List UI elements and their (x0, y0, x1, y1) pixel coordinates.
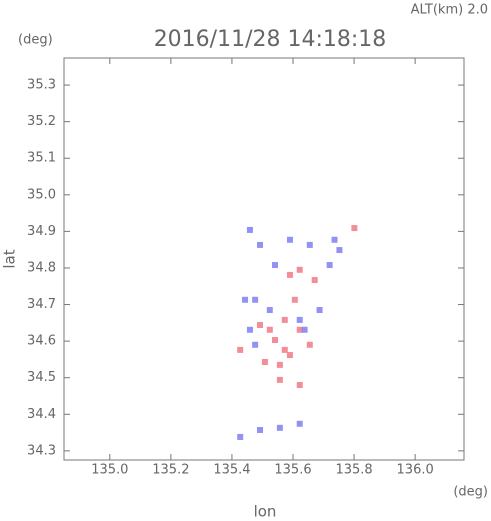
echo-cell (237, 346, 244, 353)
x-tick-label: 135.4 (213, 463, 250, 478)
echo-cell (336, 247, 343, 254)
plot-frame (63, 57, 465, 461)
echo-cell (252, 341, 259, 348)
x-axis-label: lon (254, 503, 277, 521)
y-tick-label: 34.4 (27, 407, 56, 422)
echo-cell (276, 376, 283, 383)
echo-cell (306, 341, 313, 348)
echo-cell (252, 296, 259, 303)
echo-cell (296, 316, 303, 323)
y-tick-label: 34.7 (27, 297, 56, 312)
echo-cell (281, 316, 288, 323)
echo-cell (242, 296, 249, 303)
y-tick-label: 34.9 (27, 224, 56, 239)
echo-cell (296, 326, 303, 333)
x-tick-label: 135.6 (274, 463, 311, 478)
echo-cell (296, 382, 303, 389)
echo-cell (316, 307, 323, 314)
y-tick-label: 34.5 (27, 370, 56, 385)
echo-cell (326, 262, 333, 269)
altitude: ALT(km) 2.0 (411, 3, 488, 18)
echo-cell (351, 225, 358, 232)
echo-cell (296, 266, 303, 273)
echo-cell (301, 326, 308, 333)
x-tick-label: 135.8 (335, 463, 372, 478)
echo-cell (306, 241, 313, 248)
x-unit: (deg) (453, 485, 488, 500)
echo-cell (271, 262, 278, 269)
y-tick-label: 35.1 (27, 151, 56, 166)
echo-cell (257, 241, 264, 248)
echo-cell (311, 277, 318, 284)
y-tick-label: 35.2 (27, 114, 56, 129)
echo-cell (257, 322, 264, 329)
echo-cell (296, 420, 303, 427)
y-tick-label: 35.3 (27, 78, 56, 93)
y-tick-label: 34.8 (27, 260, 56, 275)
echo-cell (286, 271, 293, 278)
echo-cell (266, 307, 273, 314)
echo-cell (257, 427, 264, 434)
echo-cell (276, 424, 283, 431)
y-tick-label: 34.6 (27, 334, 56, 349)
x-tick-label: 135.0 (91, 463, 128, 478)
y-axis-label: lat (1, 249, 19, 268)
y-tick-label: 34.3 (27, 443, 56, 458)
x-tick-label: 135.2 (152, 463, 189, 478)
echo-cell (276, 361, 283, 368)
echo-cell (281, 346, 288, 353)
x-tick-label: 136.0 (397, 463, 434, 478)
echo-cell (237, 433, 244, 440)
echo-cell (331, 236, 338, 243)
echo-cell (261, 358, 268, 365)
y-tick-label: 35.0 (27, 187, 56, 202)
echo-cell (271, 337, 278, 344)
echo-cell (246, 226, 253, 233)
echo-cell (286, 352, 293, 359)
y-unit: (deg) (18, 33, 53, 48)
echo-cell (266, 326, 273, 333)
echo-cell (286, 236, 293, 243)
echo-cell (291, 296, 298, 303)
chart-title: 2016/11/28 14:18:18 (154, 27, 387, 52)
echo-cell (246, 326, 253, 333)
